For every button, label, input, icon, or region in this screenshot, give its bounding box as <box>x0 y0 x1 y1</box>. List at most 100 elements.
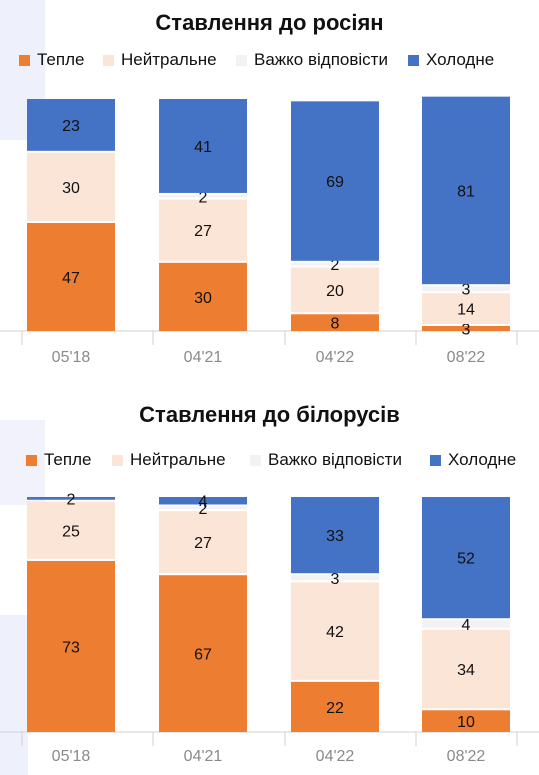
legend-swatch-cold <box>408 54 419 66</box>
legend-item-warm: Тепле <box>26 450 91 470</box>
legend-swatch-neutral <box>112 454 123 466</box>
bar-segment-neutral <box>159 511 247 574</box>
data-label-neutral: 20 <box>326 283 344 300</box>
bar-segment-hard <box>291 262 379 266</box>
data-label-warm: 22 <box>326 700 344 717</box>
data-label-neutral: 27 <box>194 535 212 552</box>
bar-segment-neutral <box>27 501 115 559</box>
x-tick-label: 08'22 <box>447 349 486 366</box>
data-label-hard: 2 <box>331 257 340 274</box>
legend-item-warm: Тепле <box>19 50 84 70</box>
data-label-hard: 3 <box>331 571 340 588</box>
bar-segment-cold <box>291 497 379 574</box>
chart-plot: 47 30 23 05'18 30 27 2 41 04'21 8 20 2 69 04'22 3 14 3 81… <box>0 96 539 366</box>
bar-segment-neutral <box>159 199 247 261</box>
data-label-warm: 10 <box>457 714 475 731</box>
data-label-neutral: 25 <box>62 523 80 540</box>
bar-segment-cold <box>27 497 115 500</box>
data-label-warm: 8 <box>331 316 340 333</box>
data-label-warm: 73 <box>62 639 80 656</box>
bar-segment-cold <box>422 96 510 285</box>
data-label-warm: 30 <box>194 290 212 307</box>
data-label-neutral: 27 <box>194 223 212 240</box>
data-label-neutral: 42 <box>326 624 344 641</box>
legend-item-neutral: Нейтральне <box>103 50 217 70</box>
bar-segment-warm <box>422 710 510 732</box>
background-decoration <box>0 420 45 505</box>
data-label-cold: 52 <box>457 551 475 568</box>
legend-item-hard: Важко відповісти <box>236 50 388 70</box>
legend-item-cold: Холодне <box>408 50 494 70</box>
legend-label-cold: Холодне <box>448 450 517 469</box>
x-tick-label: 05'18 <box>52 349 91 366</box>
bar-segment-warm <box>159 575 247 732</box>
legend-swatch-neutral <box>103 54 114 66</box>
bar-segment-cold <box>422 497 510 619</box>
legend-label-warm: Тепле <box>44 450 92 469</box>
legend-swatch-warm <box>19 54 30 66</box>
legend-item-neutral: Нейтральне <box>112 450 226 470</box>
x-tick-label: 04'22 <box>316 748 355 765</box>
legend-label-neutral: Нейтральне <box>130 450 226 469</box>
data-label-warm: 67 <box>194 647 212 664</box>
chart-title: Ставлення до росіян <box>155 10 384 35</box>
legend-label-hard: Важко відповісти <box>254 50 388 69</box>
bar-segment-neutral <box>27 152 115 222</box>
legend-item-hard: Важко відповісти <box>250 450 402 470</box>
legend-swatch-hard <box>236 54 247 66</box>
data-label-warm: 47 <box>62 270 80 287</box>
bar-segment-cold <box>291 101 379 261</box>
bar-segment-warm <box>291 314 379 331</box>
data-label-cold: 81 <box>457 183 475 200</box>
chart-attitude-to-belarusians: Ставлення до білорусів Тепле Нейтральне … <box>0 390 539 775</box>
bar-segment-hard <box>422 286 510 292</box>
legend-swatch-warm <box>26 454 37 466</box>
bar-segment-cold <box>159 99 247 193</box>
bar-segment-neutral <box>291 267 379 313</box>
bar-segment-warm <box>27 223 115 331</box>
data-label-cold: 4 <box>199 494 208 511</box>
legend-swatch-cold <box>430 454 441 466</box>
legend-label-cold: Холодне <box>426 50 495 69</box>
bar-segment-warm <box>159 262 247 331</box>
data-label-neutral: 30 <box>62 180 80 197</box>
bar-segment-cold <box>27 99 115 151</box>
bar-segment-warm <box>422 325 510 331</box>
data-label-neutral: 34 <box>457 662 475 679</box>
legend-item-cold: Холодне <box>430 450 516 470</box>
bar-segment-neutral <box>422 293 510 324</box>
data-label-neutral: 14 <box>457 302 475 319</box>
bar-segment-hard <box>291 575 379 581</box>
data-label-hard: 4 <box>462 617 471 634</box>
data-label-cold: 69 <box>326 174 344 191</box>
background-decoration <box>0 615 28 775</box>
data-label-hard: 2 <box>199 501 208 518</box>
bar-segment-neutral <box>291 582 379 680</box>
x-tick-label: 04'22 <box>316 349 355 366</box>
chart-plot: 7325205'1867272404'21224233304'221034452… <box>0 491 539 765</box>
data-label-hard: 2 <box>199 189 208 206</box>
data-label-cold: 41 <box>194 139 212 156</box>
x-tick-label: 08'22 <box>447 748 486 765</box>
data-label-warm: 3 <box>462 321 471 338</box>
data-label-cold: 33 <box>326 528 344 545</box>
bar-segment-hard <box>159 194 247 198</box>
legend-label-warm: Тепле <box>37 50 85 69</box>
x-tick-label: 04'21 <box>184 748 223 765</box>
data-label-cold: 23 <box>62 118 80 135</box>
chart-attitude-to-russians: Ставлення до росіян Тепле Нейтральне Важ… <box>0 0 539 385</box>
bar-segment-cold <box>159 497 247 505</box>
bar-segment-warm <box>27 560 115 732</box>
bar-segment-neutral <box>422 629 510 709</box>
bar-segment-hard <box>159 506 247 510</box>
legend-label-hard: Важко відповісти <box>268 450 402 469</box>
data-label-hard: 3 <box>462 282 471 299</box>
legend-label-neutral: Нейтральне <box>121 50 217 69</box>
legend-swatch-hard <box>250 454 261 466</box>
x-tick-label: 04'21 <box>184 349 223 366</box>
bar-segment-hard <box>422 620 510 628</box>
data-label-cold: 2 <box>67 491 76 508</box>
bar-segment-warm <box>291 681 379 732</box>
chart-title: Ставлення до білорусів <box>139 402 400 427</box>
x-tick-label: 05'18 <box>52 748 91 765</box>
